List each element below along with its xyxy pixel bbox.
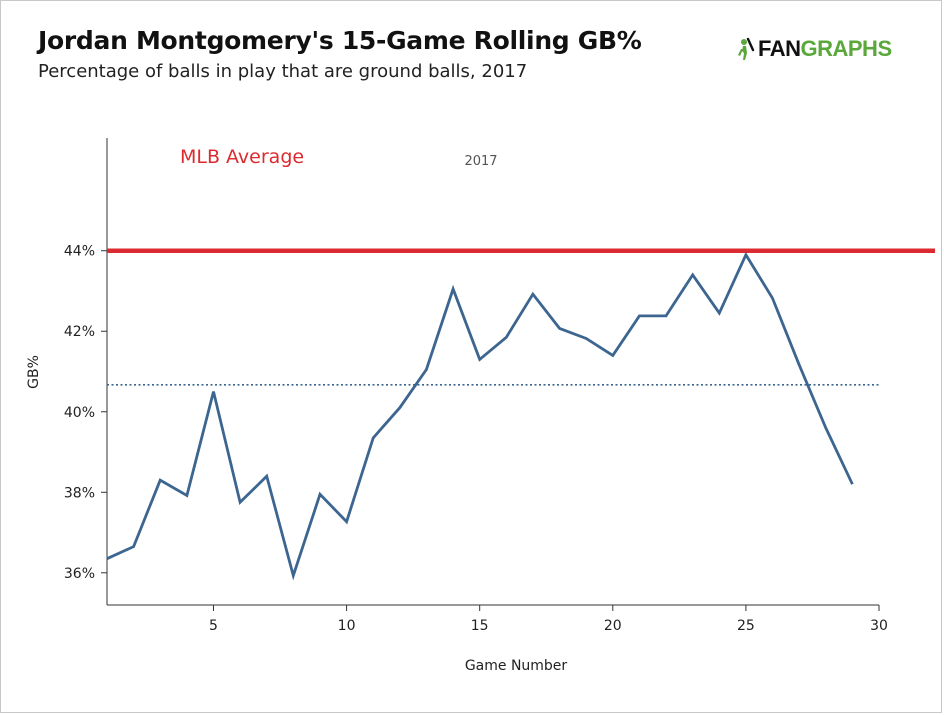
y-tick-label: 42% bbox=[64, 324, 95, 340]
series-group bbox=[106, 251, 854, 581]
fangraphs-logo: FAN GRAPHS bbox=[735, 36, 892, 62]
x-axis-label: Game Number bbox=[465, 658, 568, 674]
batter-icon bbox=[738, 37, 755, 60]
chart-axes bbox=[106, 138, 879, 606]
mlb-average-label: MLB Average bbox=[180, 146, 304, 168]
x-tick-label: 25 bbox=[737, 618, 755, 634]
y-axis-label: GB% bbox=[26, 355, 42, 389]
x-tick-label: 20 bbox=[604, 618, 622, 634]
series-line-2017 bbox=[106, 251, 854, 581]
y-ticks: 36% 38% 40% 42% 44% bbox=[64, 244, 107, 582]
chart-subtitle: Percentage of balls in play that are gro… bbox=[38, 61, 528, 82]
reference-lines bbox=[107, 248, 935, 386]
x-tick-label: 10 bbox=[338, 618, 356, 634]
y-tick-label: 36% bbox=[64, 566, 95, 582]
y-tick-label: 44% bbox=[64, 244, 95, 260]
x-tick-label: 5 bbox=[209, 618, 218, 634]
logo-text-fan: FAN bbox=[758, 36, 801, 61]
x-ticks: 5 10 15 20 25 30 bbox=[209, 605, 888, 634]
x-tick-label: 15 bbox=[471, 618, 489, 634]
y-tick-label: 38% bbox=[64, 485, 95, 501]
x-tick-label: 30 bbox=[870, 618, 888, 634]
annotations: MLB Average 2017 bbox=[180, 146, 498, 169]
logo-text-graphs: GRAPHS bbox=[800, 36, 893, 61]
y-tick-label: 40% bbox=[64, 405, 95, 421]
chart-title: Jordan Montgomery's 15-Game Rolling GB% bbox=[38, 26, 642, 55]
series-year-label: 2017 bbox=[464, 154, 497, 169]
